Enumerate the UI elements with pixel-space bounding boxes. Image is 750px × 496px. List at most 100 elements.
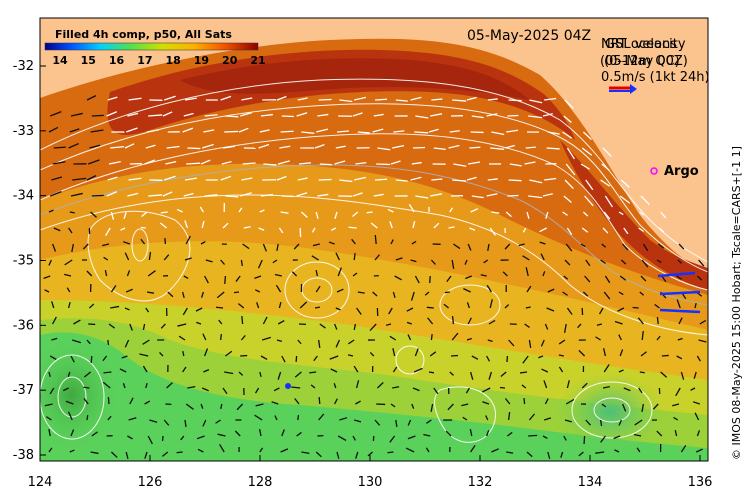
velocity-arrow — [443, 303, 450, 309]
velocity-arrow — [352, 211, 359, 218]
velocity-arrow — [564, 179, 574, 190]
velocity-arrow — [146, 129, 159, 133]
velocity-arrow — [564, 259, 571, 266]
velocity-arrow — [262, 336, 272, 341]
velocity-arrow — [297, 414, 300, 421]
scale-arrow-icon — [609, 84, 637, 94]
velocity-arrow — [641, 403, 645, 412]
velocity-arrow — [547, 288, 555, 293]
velocity-arrow — [221, 161, 232, 165]
velocity-arrow — [52, 316, 57, 325]
velocity-arrow — [128, 417, 137, 421]
velocity-arrow — [580, 163, 590, 170]
velocity-arrow — [217, 433, 226, 437]
velocity-arrow — [370, 222, 378, 229]
velocity-arrow — [294, 371, 302, 378]
velocity-arrow — [216, 291, 225, 299]
velocity-arrow — [423, 433, 431, 437]
velocity-arrow — [638, 227, 644, 232]
velocity-arrow — [480, 274, 487, 277]
velocity-arrow — [538, 355, 544, 359]
velocity-arrow — [107, 415, 112, 421]
overlay-label-qc: (0-12m QC) — [604, 54, 680, 69]
velocity-arrow — [89, 144, 101, 149]
velocity-arrow — [617, 307, 625, 312]
velocity-arrow — [699, 319, 707, 325]
velocity-arrow — [331, 227, 337, 231]
velocity-arrow — [471, 355, 479, 360]
velocity-arrow — [220, 95, 232, 101]
velocity-arrow — [622, 243, 629, 251]
velocity-arrow — [184, 97, 197, 101]
velocity-arrow — [487, 243, 490, 252]
velocity-arrow — [313, 355, 318, 362]
velocity-arrow — [430, 403, 434, 412]
velocity-arrow — [544, 323, 549, 330]
velocity-arrow — [334, 398, 338, 405]
velocity-arrow — [637, 317, 644, 325]
overlay-label-nrt: NRT oceans — [601, 37, 677, 52]
velocity-arrow — [602, 227, 609, 234]
velocity-arrow — [51, 301, 55, 309]
velocity-arrow — [544, 398, 549, 405]
velocity-arrow — [354, 96, 367, 101]
velocity-arrow — [430, 333, 433, 341]
velocity-arrow — [353, 323, 357, 331]
velocity-arrow — [470, 208, 479, 213]
velocity-arrow — [656, 335, 661, 341]
velocity-arrow — [390, 403, 396, 408]
velocity-arrow — [240, 192, 252, 197]
velocity-arrow — [87, 159, 100, 165]
velocity-arrow — [395, 257, 403, 261]
velocity-arrow — [431, 98, 443, 101]
velocity-arrow — [469, 371, 474, 380]
velocity-arrow — [82, 243, 89, 250]
velocity-arrow — [161, 451, 169, 457]
velocity-arrow — [539, 227, 547, 233]
velocity-arrow — [281, 355, 286, 363]
velocity-arrow — [357, 291, 365, 294]
velocity-arrow — [415, 115, 429, 119]
velocity-arrow — [254, 414, 263, 421]
velocity-arrow — [183, 275, 189, 280]
velocity-arrow — [318, 396, 321, 405]
velocity-arrow — [177, 323, 187, 327]
velocity-arrow — [448, 144, 460, 149]
velocity-arrow — [53, 146, 66, 149]
velocity-arrow — [279, 145, 291, 149]
velocity-arrow — [258, 429, 262, 437]
velocity-arrow — [127, 435, 133, 440]
velocity-arrow — [389, 335, 397, 341]
velocity-arrow — [274, 273, 282, 277]
velocity-arrow — [48, 371, 51, 378]
velocity-arrow — [203, 348, 209, 357]
velocity-arrow — [224, 130, 239, 133]
velocity-arrow — [280, 211, 289, 214]
velocity-arrow — [351, 238, 356, 245]
velocity-arrow — [352, 192, 363, 197]
velocity-arrow — [385, 323, 392, 326]
velocity-arrow — [540, 339, 545, 347]
velocity-arrow — [428, 371, 435, 374]
velocity-arrow — [336, 130, 350, 133]
velocity-arrow — [278, 160, 290, 165]
velocity-arrow — [225, 350, 233, 357]
velocity-arrow — [562, 131, 573, 139]
velocity-arrow — [280, 130, 294, 133]
velocity-arrow — [335, 252, 340, 261]
velocity-arrow — [602, 386, 610, 389]
velocity-arrow — [352, 435, 356, 441]
velocity-arrow — [584, 275, 591, 283]
velocity-arrow — [596, 323, 602, 326]
velocity-arrow — [395, 99, 408, 102]
velocity-arrow — [524, 323, 530, 328]
velocity-arrow — [565, 398, 575, 405]
velocity-arrow — [160, 323, 166, 329]
velocity-arrow — [694, 302, 697, 309]
velocity-arrow — [488, 319, 496, 325]
velocity-arrow — [504, 243, 511, 250]
velocity-arrow — [202, 143, 214, 149]
velocity-arrow — [347, 339, 355, 345]
velocity-arrow — [465, 387, 470, 394]
